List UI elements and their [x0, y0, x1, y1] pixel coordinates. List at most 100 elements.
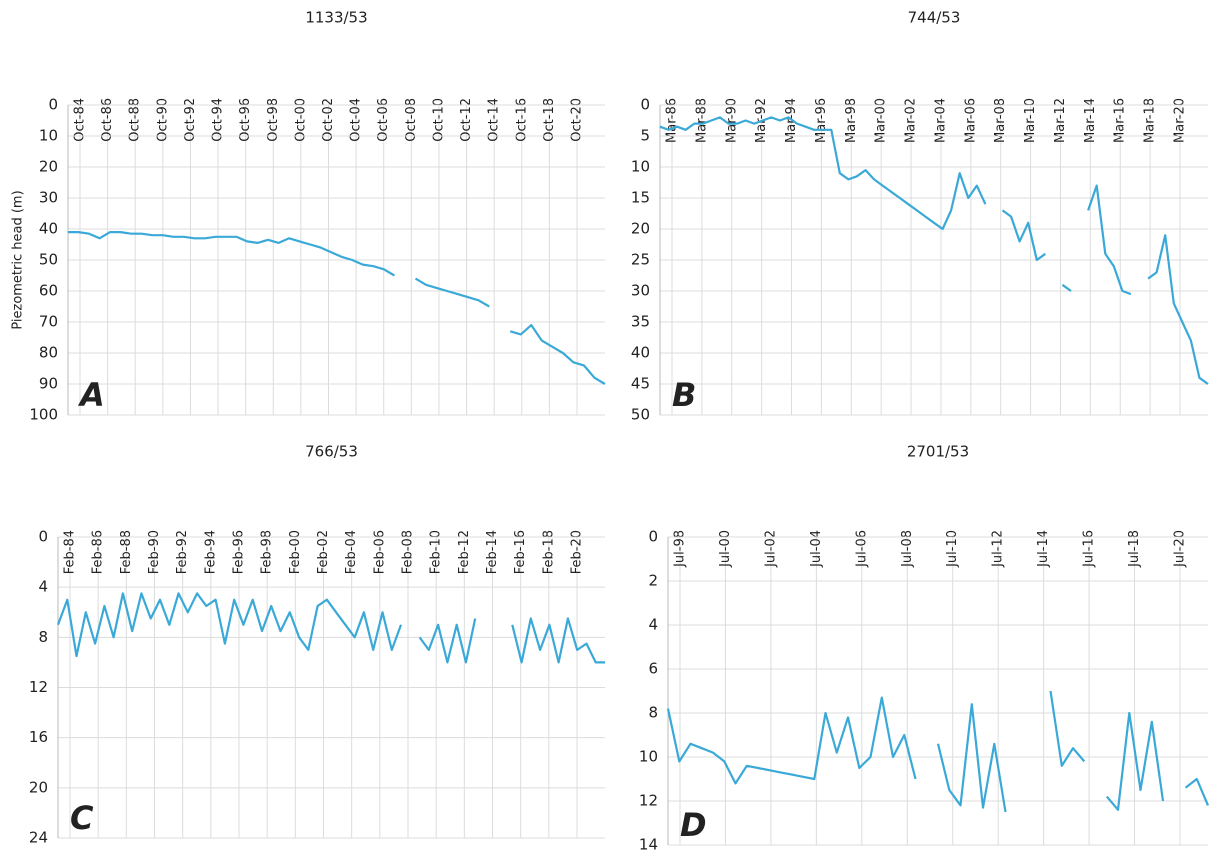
y-tick-label: 8 — [648, 704, 658, 722]
y-tick-label: 10 — [639, 748, 658, 766]
x-tick-label: Mar-12 — [1053, 98, 1068, 143]
x-tick-label: Mar-14 — [1083, 98, 1098, 143]
x-tick-label: Jul-98 — [673, 530, 688, 568]
panel-label: D — [680, 806, 707, 844]
x-tick-label: Feb-02 — [316, 530, 331, 574]
x-tick-label: Mar-98 — [844, 98, 859, 143]
x-tick-label: Feb-10 — [429, 530, 444, 574]
y-tick-label: 16 — [29, 728, 48, 746]
y-tick-label: 20 — [29, 778, 48, 796]
x-tick-label: Mar-10 — [1023, 98, 1038, 143]
y-tick-label: 8 — [38, 628, 48, 646]
y-tick-label: 15 — [631, 189, 650, 207]
x-tick-label: Oct-90 — [155, 98, 170, 142]
x-tick-label: Mar-02 — [904, 98, 919, 143]
x-tick-label: Feb-92 — [175, 530, 190, 574]
x-tick-label: Mar-06 — [963, 98, 978, 143]
x-tick-label: Feb-98 — [260, 530, 275, 574]
chart-title: 766/53 — [305, 443, 358, 461]
x-tick-label: Mar-88 — [694, 98, 709, 143]
y-tick-label: 20 — [631, 220, 650, 238]
panel-label: C — [70, 799, 94, 837]
y-tick-label: 90 — [39, 375, 58, 393]
series-line — [666, 690, 1210, 813]
y-tick-label: 35 — [631, 313, 650, 331]
x-tick-label: Oct-18 — [542, 98, 557, 142]
x-tick-label: Mar-04 — [933, 98, 948, 143]
panel-label: A — [77, 376, 105, 414]
x-tick-label: Oct-88 — [128, 98, 143, 142]
x-tick-label: Oct-00 — [293, 98, 308, 142]
y-tick-label: 70 — [39, 313, 58, 331]
x-tick-label: Jul-08 — [900, 530, 915, 568]
y-tick-label: 10 — [631, 158, 650, 176]
panel-label: B — [672, 376, 696, 414]
y-tick-label: 12 — [639, 792, 658, 810]
y-tick-label: 30 — [39, 189, 58, 207]
x-tick-label: Oct-94 — [211, 98, 226, 142]
y-tick-label: 40 — [631, 344, 650, 362]
x-tick-label: Feb-96 — [232, 530, 247, 574]
x-tick-label: Oct-02 — [321, 98, 336, 142]
x-tick-label: Oct-16 — [514, 98, 529, 142]
y-tick-label: 4 — [648, 616, 658, 634]
x-tick-label: Feb-86 — [91, 530, 106, 574]
x-tick-label: Feb-84 — [63, 530, 78, 574]
x-tick-label: Feb-12 — [457, 530, 472, 574]
y-tick-label: 20 — [39, 158, 58, 176]
x-tick-label: Feb-20 — [570, 530, 585, 574]
y-tick-label: 24 — [29, 829, 48, 847]
x-tick-label: Jul-00 — [718, 530, 733, 568]
series-line — [68, 231, 606, 385]
chart-title: 1133/53 — [305, 9, 367, 27]
x-tick-label: Feb-00 — [288, 530, 303, 574]
y-axis-label: Piezometric head (m) — [11, 190, 26, 329]
x-tick-label: Feb-14 — [485, 530, 500, 574]
x-tick-label: Oct-84 — [73, 98, 88, 142]
x-tick-label: Oct-10 — [431, 98, 446, 142]
y-tick-label: 60 — [39, 282, 58, 300]
y-tick-label: 5 — [640, 127, 650, 145]
x-tick-label: Oct-98 — [266, 98, 281, 142]
x-tick-label: Oct-92 — [183, 98, 198, 142]
x-tick-label: Feb-94 — [203, 530, 218, 574]
y-tick-label: 4 — [38, 578, 48, 596]
x-tick-label: Oct-96 — [238, 98, 253, 142]
chart-title: 2701/53 — [907, 443, 969, 461]
x-tick-label: Jul-18 — [1127, 530, 1142, 568]
x-tick-label: Feb-90 — [147, 530, 162, 574]
x-tick-label: Oct-86 — [100, 98, 115, 142]
x-tick-label: Feb-18 — [541, 530, 556, 574]
x-tick-label: Oct-14 — [487, 98, 502, 142]
x-tick-label: Jul-14 — [1036, 530, 1051, 568]
y-tick-label: 2 — [648, 572, 658, 590]
series-line — [659, 116, 1209, 385]
x-tick-label: Oct-20 — [570, 98, 585, 142]
y-tick-label: 50 — [631, 406, 650, 424]
y-tick-label: 0 — [640, 96, 650, 114]
y-tick-label: 40 — [39, 220, 58, 238]
x-tick-label: Jul-16 — [1082, 530, 1097, 568]
y-tick-label: 0 — [48, 96, 58, 114]
y-tick-label: 14 — [639, 836, 658, 853]
x-tick-label: Mar-08 — [993, 98, 1008, 143]
y-tick-label: 6 — [648, 660, 658, 678]
x-tick-label: Oct-04 — [349, 98, 364, 142]
y-tick-label: 45 — [631, 375, 650, 393]
x-tick-label: Mar-90 — [724, 98, 739, 143]
x-tick-label: Feb-06 — [372, 530, 387, 574]
y-tick-label: 80 — [39, 344, 58, 362]
y-tick-label: 50 — [39, 251, 58, 269]
x-tick-label: Mar-16 — [1113, 98, 1128, 143]
y-tick-label: 100 — [29, 406, 58, 424]
x-tick-label: Mar-00 — [874, 98, 889, 143]
x-tick-label: Jul-02 — [763, 530, 778, 568]
chart-title: 744/53 — [908, 9, 961, 27]
x-tick-label: Oct-12 — [459, 98, 474, 142]
x-tick-label: Jul-06 — [854, 530, 869, 568]
series-line — [56, 592, 605, 664]
x-tick-label: Jul-20 — [1173, 530, 1188, 568]
x-tick-label: Feb-04 — [344, 530, 359, 574]
y-tick-label: 12 — [29, 678, 48, 696]
x-tick-label: Mar-20 — [1173, 98, 1188, 143]
